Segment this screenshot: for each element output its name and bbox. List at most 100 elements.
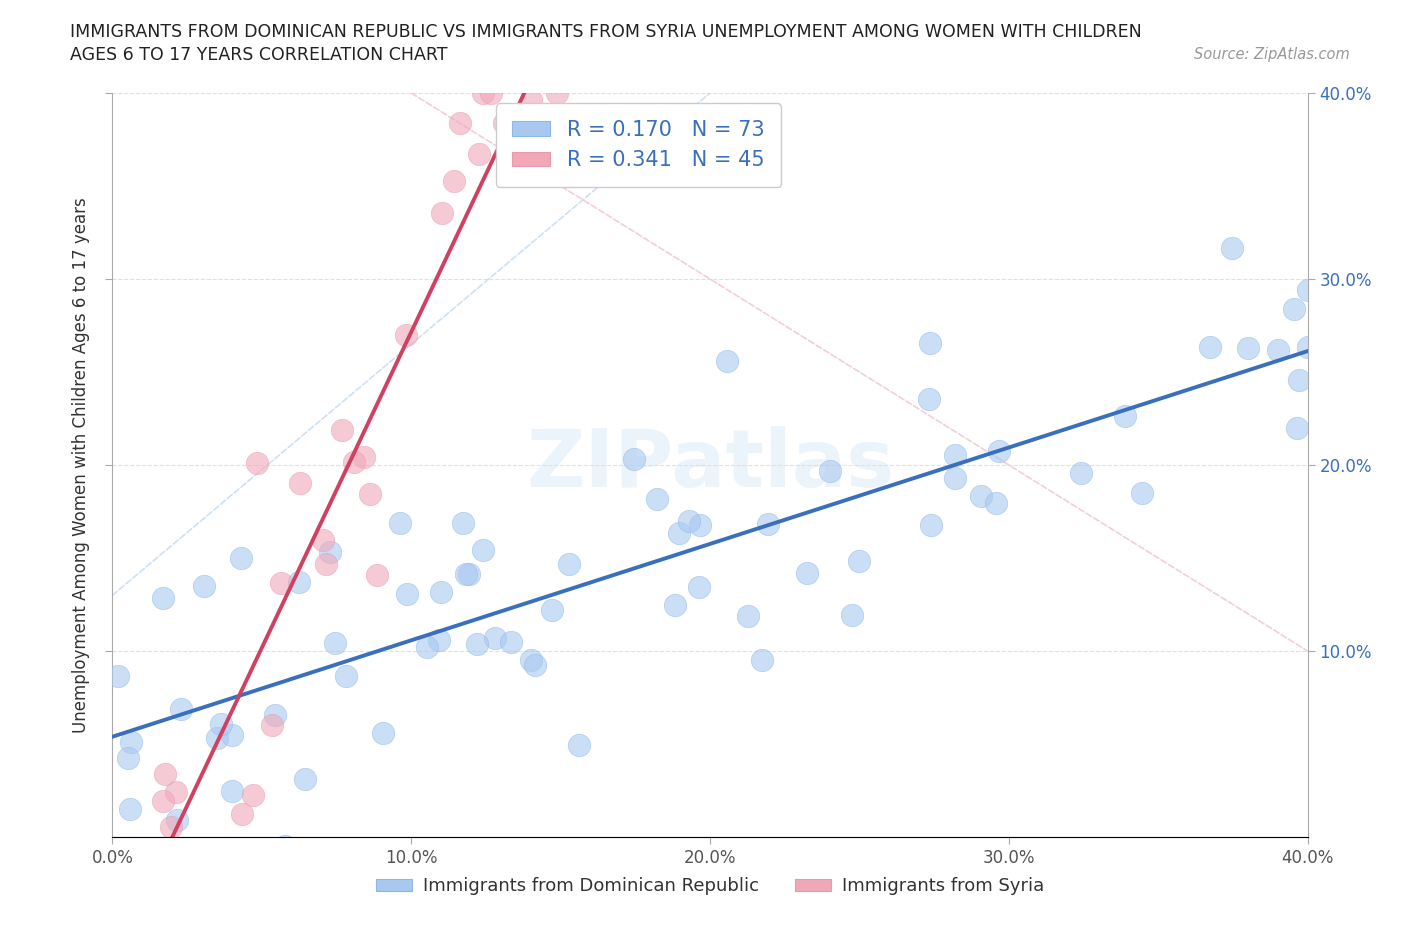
- Immigrants from Dominican Republic: [1296, 283, 1319, 298]
- Immigrants from Syria: [162, 885, 184, 900]
- Immigrants from Dominican Republic: [716, 353, 738, 368]
- Immigrants from Dominican Republic: [193, 578, 215, 593]
- Immigrants from Syria: [479, 86, 502, 100]
- Immigrants from Syria: [105, 885, 128, 900]
- Immigrants from Dominican Republic: [501, 634, 523, 649]
- Immigrants from Syria: [520, 93, 543, 108]
- Immigrants from Syria: [288, 475, 311, 490]
- Immigrants from Dominican Republic: [117, 751, 139, 765]
- Immigrants from Syria: [112, 885, 135, 900]
- Immigrants from Syria: [128, 885, 150, 900]
- Immigrants from Dominican Republic: [389, 515, 412, 530]
- Immigrants from Dominican Republic: [152, 591, 174, 605]
- Immigrants from Syria: [181, 877, 204, 892]
- Immigrants from Dominican Republic: [737, 608, 759, 623]
- Immigrants from Dominican Republic: [221, 783, 243, 798]
- Immigrants from Dominican Republic: [678, 513, 700, 528]
- Immigrants from Dominican Republic: [988, 444, 1011, 458]
- Immigrants from Dominican Republic: [520, 653, 543, 668]
- Immigrants from Dominican Republic: [427, 632, 450, 647]
- Immigrants from Dominican Republic: [274, 838, 297, 853]
- Immigrants from Syria: [120, 885, 142, 900]
- Immigrants from Syria: [155, 766, 177, 781]
- Immigrants from Dominican Republic: [453, 515, 475, 530]
- Text: AGES 6 TO 17 YEARS CORRELATION CHART: AGES 6 TO 17 YEARS CORRELATION CHART: [70, 46, 447, 64]
- Text: ZIPatlas: ZIPatlas: [526, 426, 894, 504]
- Immigrants from Syria: [270, 576, 292, 591]
- Immigrants from Dominican Republic: [751, 652, 773, 667]
- Immigrants from Syria: [104, 885, 127, 900]
- Immigrants from Dominican Republic: [689, 518, 711, 533]
- Immigrants from Syria: [260, 718, 283, 733]
- Immigrants from Syria: [546, 86, 568, 100]
- Immigrants from Dominican Republic: [207, 731, 229, 746]
- Immigrants from Dominican Republic: [664, 598, 686, 613]
- Immigrants from Dominican Republic: [920, 336, 942, 351]
- Immigrants from Dominican Republic: [209, 716, 232, 731]
- Immigrants from Dominican Republic: [1296, 339, 1319, 354]
- Immigrants from Syria: [472, 86, 495, 100]
- Immigrants from Dominican Republic: [118, 802, 141, 817]
- Immigrants from Syria: [104, 885, 127, 900]
- Immigrants from Syria: [311, 533, 333, 548]
- Immigrants from Syria: [138, 875, 160, 890]
- Immigrants from Dominican Republic: [1132, 485, 1154, 500]
- Immigrants from Syria: [449, 116, 471, 131]
- Immigrants from Syria: [242, 788, 264, 803]
- Immigrants from Dominican Republic: [484, 631, 506, 645]
- Immigrants from Syria: [127, 870, 149, 885]
- Immigrants from Dominican Republic: [1267, 342, 1289, 357]
- Immigrants from Dominican Republic: [465, 636, 488, 651]
- Immigrants from Syria: [467, 147, 489, 162]
- Immigrants from Dominican Republic: [668, 526, 690, 541]
- Immigrants from Syria: [231, 806, 253, 821]
- Immigrants from Syria: [159, 819, 181, 834]
- Immigrants from Dominican Republic: [984, 496, 1007, 511]
- Immigrants from Dominican Republic: [1288, 372, 1310, 387]
- Legend: Immigrants from Dominican Republic, Immigrants from Syria: Immigrants from Dominican Republic, Immi…: [368, 870, 1052, 902]
- Immigrants from Dominican Republic: [920, 518, 942, 533]
- Immigrants from Dominican Republic: [1220, 241, 1243, 256]
- Immigrants from Syria: [353, 449, 375, 464]
- Y-axis label: Unemployment Among Women with Children Ages 6 to 17 years: Unemployment Among Women with Children A…: [72, 197, 90, 733]
- Text: Source: ZipAtlas.com: Source: ZipAtlas.com: [1194, 46, 1350, 61]
- Immigrants from Dominican Republic: [263, 707, 285, 722]
- Immigrants from Dominican Republic: [1284, 302, 1306, 317]
- Immigrants from Syria: [315, 557, 337, 572]
- Text: IMMIGRANTS FROM DOMINICAN REPUBLIC VS IMMIGRANTS FROM SYRIA UNEMPLOYMENT AMONG W: IMMIGRANTS FROM DOMINICAN REPUBLIC VS IM…: [70, 23, 1142, 41]
- Immigrants from Dominican Republic: [524, 658, 547, 673]
- Immigrants from Dominican Republic: [1070, 466, 1092, 481]
- Immigrants from Dominican Republic: [1114, 409, 1136, 424]
- Immigrants from Dominican Republic: [319, 545, 342, 560]
- Immigrants from Dominican Republic: [645, 491, 668, 506]
- Immigrants from Syria: [148, 885, 170, 900]
- Immigrants from Dominican Republic: [429, 585, 451, 600]
- Immigrants from Dominican Republic: [796, 565, 818, 580]
- Immigrants from Syria: [366, 567, 388, 582]
- Immigrants from Syria: [496, 140, 519, 154]
- Immigrants from Syria: [330, 422, 353, 437]
- Immigrants from Dominican Republic: [918, 392, 941, 406]
- Immigrants from Syria: [181, 885, 204, 900]
- Immigrants from Dominican Republic: [294, 772, 316, 787]
- Immigrants from Dominican Republic: [841, 607, 863, 622]
- Immigrants from Syria: [343, 455, 366, 470]
- Immigrants from Dominican Republic: [970, 488, 993, 503]
- Immigrants from Dominican Republic: [231, 551, 253, 565]
- Immigrants from Dominican Republic: [818, 463, 841, 478]
- Immigrants from Dominican Republic: [335, 669, 357, 684]
- Immigrants from Dominican Republic: [623, 452, 645, 467]
- Immigrants from Syria: [150, 885, 173, 900]
- Immigrants from Dominican Republic: [373, 725, 395, 740]
- Immigrants from Dominican Republic: [756, 517, 779, 532]
- Immigrants from Syria: [141, 885, 163, 900]
- Immigrants from Dominican Republic: [415, 640, 437, 655]
- Immigrants from Dominican Republic: [848, 553, 870, 568]
- Immigrants from Dominican Republic: [221, 727, 243, 742]
- Immigrants from Syria: [152, 794, 174, 809]
- Immigrants from Syria: [219, 876, 242, 891]
- Immigrants from Dominican Republic: [558, 556, 581, 571]
- Immigrants from Syria: [430, 206, 453, 220]
- Immigrants from Dominican Republic: [943, 471, 966, 485]
- Immigrants from Dominican Republic: [540, 603, 562, 618]
